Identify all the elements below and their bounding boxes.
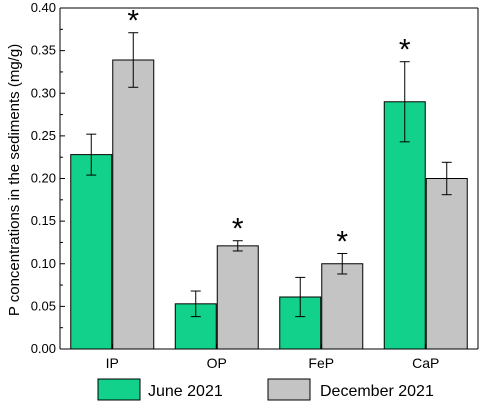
error-bar-june-2021-ip (86, 133, 97, 176)
y-tick-label: 0.25 (31, 128, 56, 143)
error-bar-june-2021-fep (295, 276, 306, 318)
x-category-label: FeP (308, 355, 334, 371)
error-bar-december-2021-ip (128, 32, 139, 88)
significance-marker-fep: * (336, 226, 348, 259)
plot-area: * * * * (70, 5, 468, 350)
y-tick-label: 0.35 (31, 43, 56, 58)
significance-marker-ip: * (127, 5, 139, 38)
y-tick-label: 0.05 (31, 298, 56, 313)
y-axis-title: P concentrations in the sediments (mg/g) (6, 44, 23, 316)
error-bar-december-2021-fep (337, 253, 348, 275)
x-category-label: CaP (412, 355, 439, 371)
y-tick-label: 0.20 (31, 171, 56, 186)
legend-swatch (267, 378, 311, 401)
bar-december-2021-cap (425, 178, 468, 350)
x-category-label: OP (207, 355, 227, 371)
error-bar-december-2021-op (232, 240, 243, 252)
error-bar-june-2021-cap (399, 61, 410, 143)
y-tick-label: 0.40 (31, 0, 56, 15)
significance-marker-op: * (232, 213, 244, 246)
y-tick-label: 0.10 (31, 256, 56, 271)
bar-december-2021-ip (112, 59, 155, 350)
y-tick-label: 0.30 (31, 85, 56, 100)
legend-label: December 2021 (320, 383, 434, 400)
legend-item-december-2021: December 2021 (267, 378, 434, 401)
error-bar-june-2021-op (190, 290, 201, 318)
x-category-label: IP (106, 355, 119, 371)
bar-june-2021-ip (70, 154, 113, 350)
significance-marker-cap: * (399, 34, 411, 67)
y-tick-label: 0.00 (31, 341, 56, 356)
error-bar-december-2021-cap (441, 161, 452, 196)
bar-december-2021-fep (321, 263, 364, 350)
legend-swatch (97, 378, 141, 401)
legend-label: June 2021 (148, 383, 223, 400)
legend-item-june-2021: June 2021 (97, 378, 223, 401)
legend: June 2021 December 2021 (97, 378, 434, 401)
axes: 0.00 0.05 0.10 0.15 0.20 0.25 0.30 0.35 0.40 IP OP… (31, 0, 479, 371)
y-tick-label: 0.15 (31, 213, 56, 228)
bar-december-2021-op (216, 245, 259, 350)
